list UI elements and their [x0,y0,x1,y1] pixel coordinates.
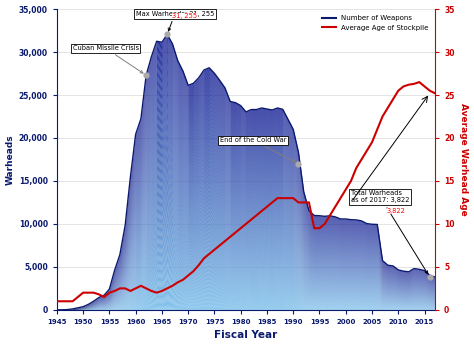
Text: Max Warheads: 31, 255: Max Warheads: 31, 255 [136,11,214,31]
Text: 3,822: 3,822 [387,208,406,214]
Text: 31, 255: 31, 255 [172,13,197,19]
Legend: Number of Weapons, Average Age of Stockpile: Number of Weapons, Average Age of Stockp… [319,12,431,34]
Text: Cuban Missile Crisis: Cuban Missile Crisis [73,45,143,73]
Y-axis label: Warheads: Warheads [6,134,15,185]
Y-axis label: Average Warhead Age: Average Warhead Age [459,103,468,216]
X-axis label: Fiscal Year: Fiscal Year [214,330,278,340]
Text: Total Warheads
as of 2017: 3,822: Total Warheads as of 2017: 3,822 [351,190,428,274]
Text: End of the Cold War: End of the Cold War [219,137,295,162]
